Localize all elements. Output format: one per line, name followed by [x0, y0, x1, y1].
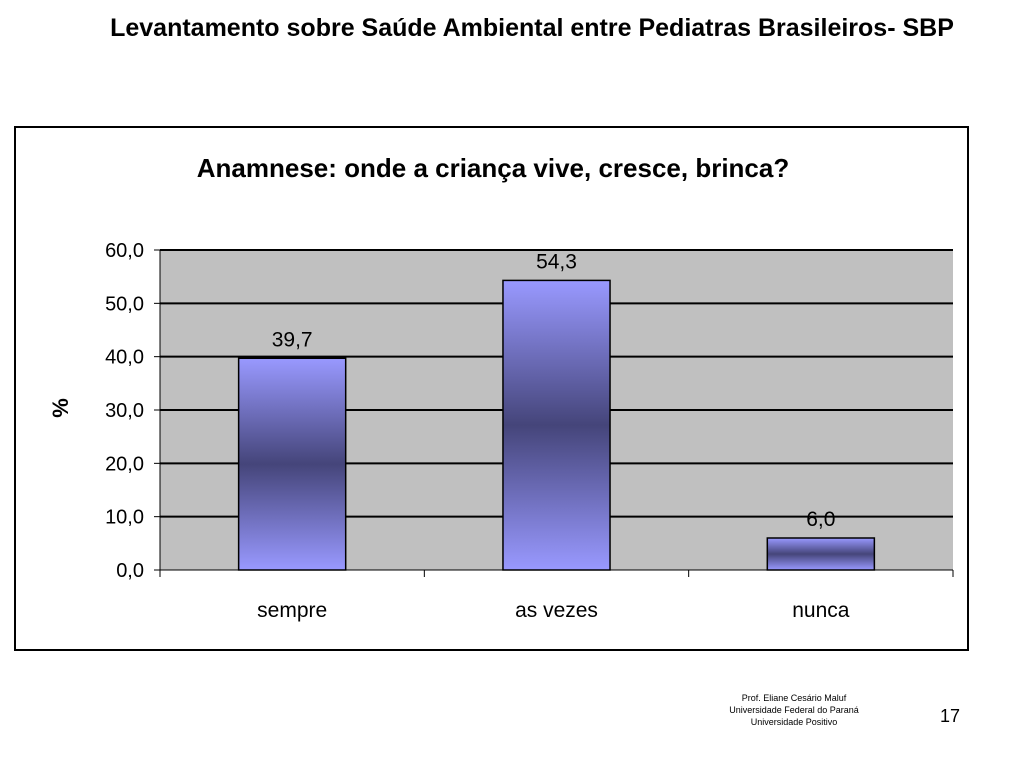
- y-tick-label: 0,0: [116, 560, 144, 582]
- footer-credit: Prof. Eliane Cesário Maluf Universidade …: [700, 692, 888, 728]
- y-axis-label: %: [48, 398, 73, 418]
- x-category-label: nunca: [792, 599, 850, 622]
- bar: [237, 357, 347, 571]
- y-tick-label: 40,0: [105, 347, 144, 369]
- chart-title: Anamnese: onde a criança vive, cresce, b…: [197, 153, 790, 183]
- slide-title: Levantamento sobre Saúde Ambiental entre…: [110, 14, 954, 42]
- y-tick-label: 20,0: [105, 453, 144, 475]
- bar-value-label: 6,0: [806, 508, 835, 531]
- bar-value-label: 54,3: [536, 250, 577, 273]
- credit-line-author: Prof. Eliane Cesário Maluf: [741, 693, 847, 703]
- credit-line-ufpr: Universidade Federal do Paraná: [729, 705, 859, 715]
- bar: [766, 537, 876, 571]
- y-tick-label: 50,0: [105, 293, 144, 315]
- credit-line-up: Universidade Positivo: [750, 717, 838, 727]
- bar: [502, 279, 611, 571]
- y-tick-label: 30,0: [105, 400, 144, 422]
- y-tick-label: 10,0: [105, 507, 144, 529]
- bar-value-label: 39,7: [272, 328, 313, 351]
- x-category-label: as vezes: [515, 599, 598, 622]
- x-category-label: sempre: [257, 599, 327, 622]
- page-number: 17: [939, 706, 961, 726]
- y-tick-label: 60,0: [105, 240, 144, 262]
